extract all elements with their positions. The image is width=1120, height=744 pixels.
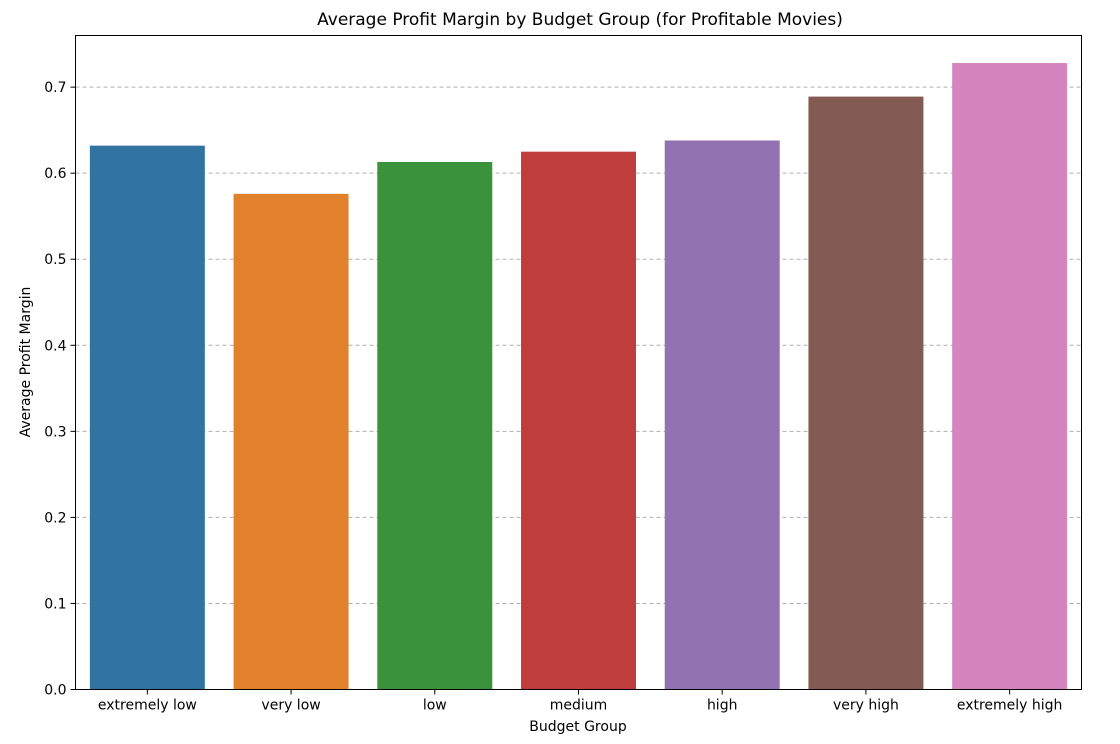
y-tick-label: 0.7 [44, 80, 66, 96]
y-tick-label: 0.3 [44, 424, 66, 440]
chart-title: Average Profit Margin by Budget Group (f… [317, 10, 843, 30]
x-tick-label: very low [261, 698, 320, 714]
y-tick-label: 0.5 [44, 252, 66, 268]
bar-high [664, 140, 780, 690]
x-tick-label: low [423, 698, 447, 714]
bar-very-low [233, 193, 349, 690]
y-axis-ticks: 0.0 0.1 0.2 0.3 0.4 0.5 0.6 0.7 [44, 80, 76, 699]
bar-extremely-high [952, 63, 1068, 690]
y-axis-label: Average Profit Margin [18, 287, 34, 438]
bar-very-high [808, 96, 924, 690]
bar-low [377, 161, 493, 690]
x-tick-label: medium [550, 698, 608, 714]
x-tick-label: high [707, 698, 738, 714]
y-tick-label: 0.0 [44, 683, 66, 699]
x-tick-label: extremely low [98, 698, 197, 714]
y-tick-label: 0.2 [44, 510, 66, 526]
x-axis-ticks: extremely low very low low medium high very h… [98, 689, 1063, 714]
bar-extremely-low [89, 145, 205, 690]
y-tick-label: 0.6 [44, 166, 66, 182]
bars [89, 63, 1068, 690]
x-axis-label: Budget Group [529, 719, 627, 735]
y-tick-label: 0.4 [44, 338, 66, 354]
bar-medium [521, 151, 636, 690]
x-tick-label: extremely high [957, 698, 1063, 714]
x-tick-label: very high [833, 698, 899, 714]
y-tick-label: 0.1 [44, 596, 66, 612]
